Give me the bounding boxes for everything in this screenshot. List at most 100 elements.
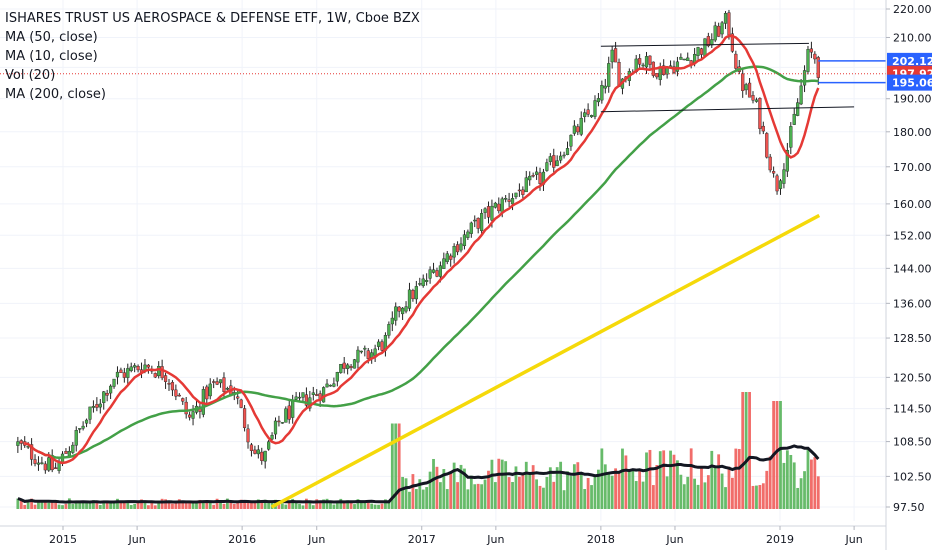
moving-average-lines	[24, 34, 821, 509]
volume-bar	[686, 476, 690, 509]
volume-bar	[682, 484, 686, 509]
candle-body	[696, 47, 700, 56]
volume-bar	[500, 459, 504, 509]
legend-ma200[interactable]: MA (200, close)	[5, 87, 106, 102]
candle-body	[703, 38, 707, 57]
volume-bar	[212, 504, 216, 509]
volume-bar	[387, 502, 391, 509]
candle-body	[476, 217, 480, 229]
candle-body	[785, 150, 789, 172]
volume-bar	[785, 450, 789, 509]
candle-body	[47, 457, 51, 471]
volume-bar	[61, 505, 64, 509]
volume-bar	[171, 503, 174, 509]
legend-vol[interactable]: Vol (20)	[5, 68, 56, 83]
volume-bar	[346, 500, 350, 509]
legend-ma10[interactable]: MA (10, close)	[5, 49, 98, 64]
volume-bar	[607, 473, 611, 509]
volume-bar	[813, 457, 817, 509]
candle-body	[352, 359, 357, 369]
candle-body	[727, 12, 731, 35]
candle-body	[586, 109, 590, 115]
volume-bar	[504, 461, 508, 509]
volume-bar	[648, 449, 652, 509]
volume-bar	[789, 454, 793, 509]
candle-body	[761, 125, 765, 132]
volume-bar	[397, 423, 401, 509]
candle-body	[411, 290, 415, 300]
volume-bar	[267, 502, 271, 509]
volume-bar	[600, 448, 604, 509]
candle-body	[301, 392, 305, 398]
candle-body	[284, 408, 288, 423]
volume-bar	[425, 487, 429, 509]
candle-body	[260, 451, 264, 461]
candle-body	[473, 219, 477, 222]
time-axis[interactable]: 2015 Jun 2016 Jun 2017 Jun 2018 Jun 2019 Jun	[0, 525, 886, 546]
candle-body	[67, 450, 71, 457]
candle-body	[813, 53, 817, 60]
volume-bar	[586, 478, 590, 509]
volume-bar	[335, 501, 339, 509]
candle-body	[315, 394, 319, 396]
chart-grid	[0, 0, 886, 521]
volume-bar	[645, 452, 648, 509]
candle-body	[98, 403, 102, 408]
candle-body	[675, 61, 680, 72]
candle-body	[435, 270, 439, 277]
volume-bar	[428, 471, 432, 509]
candle-body	[778, 180, 783, 189]
candle-body	[321, 387, 326, 403]
legend-ma50[interactable]: MA (50, close)	[5, 30, 98, 45]
volume-bar	[452, 462, 456, 509]
candle-body	[311, 392, 315, 395]
volume-bar	[751, 485, 755, 509]
volume-bar	[566, 471, 569, 509]
volume-bar	[724, 487, 727, 509]
candle-body	[325, 383, 329, 388]
volume-bar	[294, 501, 298, 509]
candle-body	[414, 286, 418, 300]
volume-bar	[514, 466, 518, 509]
chart-legend: ISHARES TRUST US AEROSPACE & DEFENSE ETF…	[5, 9, 420, 104]
candle-body	[428, 269, 432, 279]
volume-bar	[377, 504, 380, 509]
candle-body	[401, 307, 405, 315]
price-axis[interactable]: 220.00 210.00 190.00 180.00 170.00 160.00 152.…	[885, 0, 932, 550]
candle-body	[679, 56, 683, 60]
volume-bar	[332, 504, 336, 509]
candle-body	[741, 73, 745, 91]
volume-bar	[102, 500, 106, 509]
candle-body	[54, 467, 58, 469]
volume-bar	[614, 468, 617, 509]
volume-bar	[730, 477, 734, 509]
time-tick-label: 2018	[587, 533, 615, 546]
candle-body	[641, 64, 645, 67]
volume-bar	[548, 467, 552, 509]
candle-body	[133, 365, 137, 368]
volume-bar	[370, 503, 374, 509]
trend-channel	[600, 42, 855, 113]
candle-body	[191, 411, 195, 419]
volume-bar	[133, 503, 137, 509]
price-tick-label: 210.00	[893, 31, 932, 44]
volume-bar	[435, 466, 439, 509]
candle-body	[493, 202, 497, 208]
volume-bar	[552, 481, 556, 509]
volume-bar	[806, 449, 810, 509]
candle-body	[469, 222, 473, 234]
volume-bar	[497, 458, 501, 509]
volume-bar	[524, 461, 528, 509]
candle-body	[514, 192, 518, 198]
candle-body	[81, 425, 85, 429]
candle-body	[796, 102, 800, 116]
volume-bar	[679, 474, 683, 509]
volume-bar	[342, 501, 346, 509]
volume-bar	[507, 477, 511, 509]
volume-bar	[57, 504, 61, 509]
candle-body	[78, 428, 82, 430]
candle-body	[521, 189, 525, 195]
volume-bar	[676, 460, 679, 509]
volume-bar	[195, 500, 198, 509]
candle-body	[425, 280, 429, 282]
